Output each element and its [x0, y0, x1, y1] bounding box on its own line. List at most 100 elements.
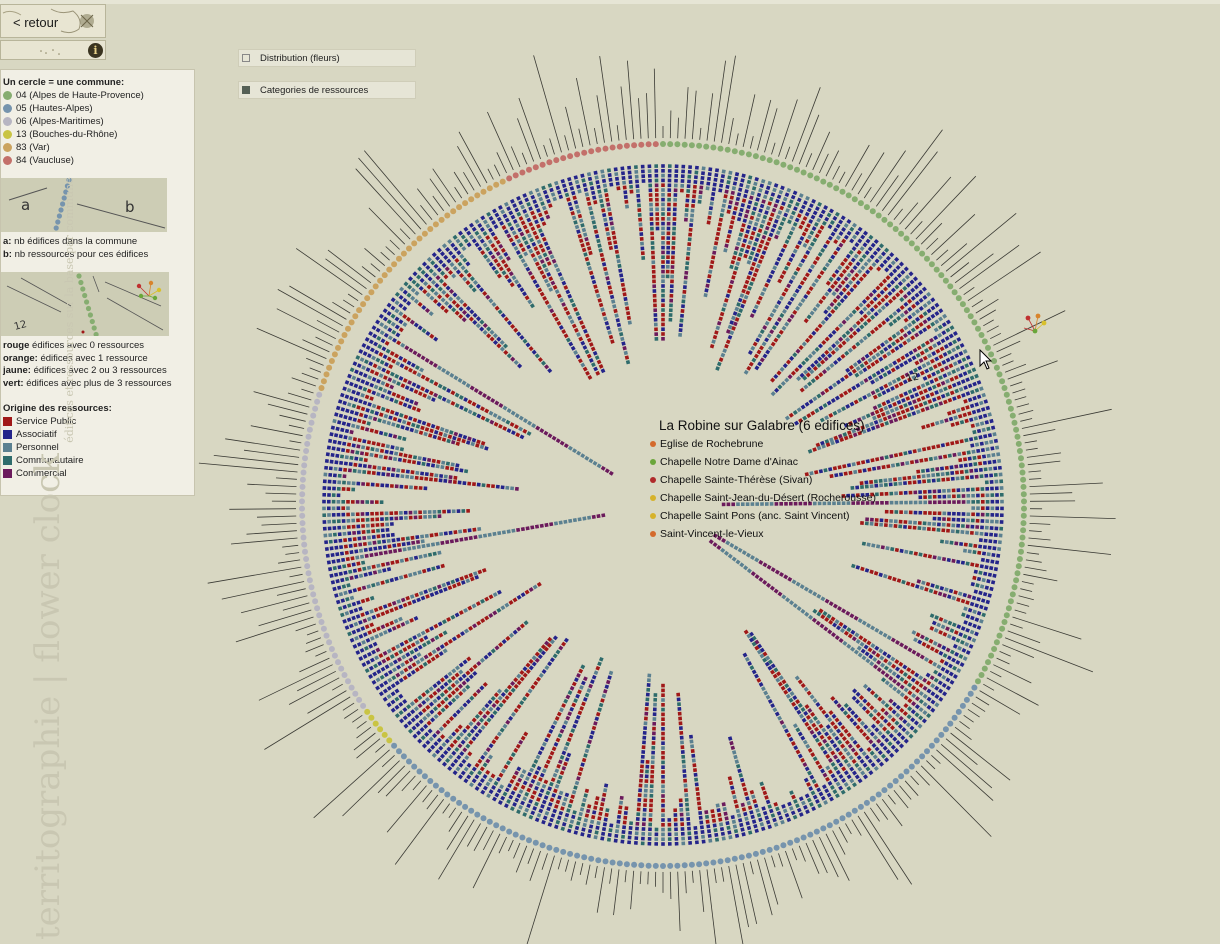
resource-square: [892, 268, 898, 274]
resource-square: [536, 812, 542, 818]
resource-square: [806, 366, 812, 372]
legend-dot: [63, 189, 69, 195]
resource-square: [982, 413, 988, 419]
resource-square: [406, 421, 411, 426]
resource-square: [963, 606, 968, 611]
resource-square: [741, 832, 746, 837]
resource-square: [569, 819, 575, 824]
resource-square: [720, 831, 725, 836]
resource-square: [688, 734, 694, 739]
edifice-spike: [416, 188, 439, 216]
resource-square: [352, 468, 357, 473]
resource-square: [540, 644, 547, 650]
resource-square: [472, 623, 478, 629]
resource-square: [955, 470, 959, 475]
resource-square: [360, 392, 365, 398]
resource-square: [600, 465, 606, 471]
resource-square: [450, 762, 456, 768]
resource-square: [911, 693, 917, 699]
resource-square: [836, 703, 842, 709]
resource-square: [358, 548, 364, 553]
resource-square: [505, 760, 511, 766]
resource-square: [424, 628, 430, 634]
edifice-spike: [578, 128, 584, 147]
categories-checkbox[interactable]: [242, 86, 250, 94]
resource-square: [441, 396, 447, 402]
resource-square: [816, 217, 822, 223]
resource-square: [467, 436, 472, 441]
resource-square: [349, 429, 354, 435]
resource-square: [733, 321, 738, 327]
resource-square: [744, 249, 750, 254]
resource-square: [901, 277, 907, 283]
resource-square: [966, 450, 971, 455]
resource-square: [431, 649, 437, 655]
resource-square: [661, 688, 665, 693]
resource-square: [876, 266, 882, 272]
resource-square: [985, 519, 990, 524]
resource-square: [747, 240, 753, 245]
resource-square: [455, 709, 461, 715]
resource-square: [338, 538, 343, 543]
resource-square: [866, 686, 872, 693]
resource-square: [994, 479, 999, 484]
resource-square: [912, 480, 917, 485]
categories-toggle[interactable]: Categories de ressources: [238, 81, 416, 99]
resource-square: [383, 332, 389, 338]
resource-square: [885, 388, 891, 393]
resource-square: [835, 379, 842, 385]
resource-square: [416, 461, 421, 466]
resource-square: [426, 748, 432, 754]
resource-square: [653, 697, 658, 702]
edifice-spike: [344, 708, 359, 719]
resource-square: [809, 694, 815, 700]
resource-square: [744, 279, 750, 285]
resource-square: [848, 249, 854, 255]
resource-square: [851, 234, 858, 240]
resource-square: [926, 704, 932, 710]
resource-square: [810, 214, 816, 220]
resource-square: [965, 650, 971, 655]
edifice-spike: [355, 168, 416, 235]
resource-square: [604, 684, 610, 689]
resource-square: [896, 411, 901, 416]
resource-square: [652, 707, 657, 712]
resource-square: [729, 264, 734, 270]
resource-square: [465, 743, 471, 749]
edifice-spike: [510, 146, 521, 168]
origin-label: Service Public: [16, 415, 77, 427]
resource-square: [825, 442, 831, 448]
resource-square: [389, 397, 395, 403]
resource-square: [707, 215, 712, 220]
resource-square: [876, 659, 882, 665]
distribution-toggle[interactable]: Distribution (fleurs): [238, 49, 416, 67]
info-icon[interactable]: i: [88, 43, 103, 58]
resource-square: [846, 732, 852, 738]
back-button[interactable]: < retour: [0, 4, 106, 38]
resource-square: [860, 493, 865, 497]
resource-square: [373, 663, 379, 669]
resource-square: [974, 563, 980, 568]
resource-square: [420, 355, 426, 361]
resource-square: [787, 219, 792, 225]
resource-square: [796, 807, 802, 813]
resource-square: [404, 385, 410, 390]
resource-square: [666, 250, 670, 255]
resource-square: [651, 745, 656, 750]
resource-square: [477, 758, 483, 764]
resource-square: [791, 701, 797, 707]
resource-square: [761, 199, 766, 204]
resource-square: [846, 290, 852, 297]
resource-square: [661, 255, 665, 259]
resource-square: [376, 405, 381, 410]
resource-square: [878, 648, 884, 654]
resource-square: [432, 733, 438, 739]
edifice-spike: [713, 60, 726, 142]
distribution-checkbox[interactable]: [242, 54, 250, 62]
resource-square: [899, 328, 905, 334]
resource-square: [881, 320, 887, 326]
resource-square: [817, 741, 823, 747]
resource-square: [753, 803, 759, 809]
resource-square: [958, 458, 963, 463]
resource-square: [347, 603, 352, 608]
